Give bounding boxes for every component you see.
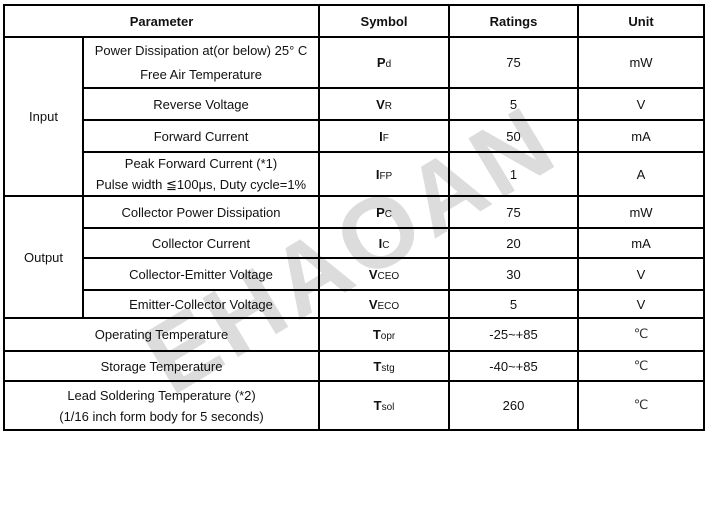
rating-cell: 20 [448, 227, 580, 259]
symbol-cell: Tsol [318, 380, 451, 431]
unit-cell: ℃ [577, 380, 706, 431]
param-cell: Peak Forward Current (*1) Pulse width ≦1… [81, 151, 321, 197]
param-line-2: (1/16 inch form body for 5 seconds) [59, 408, 264, 424]
unit-cell: V [577, 257, 706, 291]
symbol-subscript: FP [379, 170, 393, 182]
param-cell: Collector-Emitter Voltage [81, 257, 321, 291]
symbol-subscript: opr [380, 331, 396, 342]
rating-cell: -40~+85 [448, 350, 580, 382]
rating-cell: 260 [448, 380, 580, 431]
rating-cell: 30 [448, 257, 580, 291]
table-row: Reverse Voltage VR 5 V [4, 87, 706, 121]
rating-cell: 5 [448, 87, 580, 121]
unit-cell: mA [577, 227, 706, 259]
param-cell: Collector Power Dissipation [81, 195, 321, 229]
rating-cell: 75 [448, 195, 580, 229]
rating-cell: 50 [448, 119, 580, 153]
table-row: Output Collector Power Dissipation PC 75… [3, 195, 706, 319]
table-row: Input Power Dissipation at(or below) 25°… [3, 36, 706, 197]
param-cell: Forward Current [81, 119, 321, 153]
symbol-main: T [372, 327, 381, 342]
symbol-subscript: F [382, 132, 389, 144]
param-line-1: Lead Soldering Temperature (*2) [67, 387, 256, 403]
symbol-cell: IFP [318, 151, 451, 197]
symbol-cell: IF [318, 119, 451, 153]
table-row: Storage Temperature Tstg -40~+85 ℃ [2, 350, 706, 382]
unit-cell: V [577, 87, 706, 121]
symbol-subscript: C [384, 208, 392, 220]
param-line-1: Peak Forward Current (*1) [124, 156, 278, 171]
symbol-cell: VR [318, 87, 451, 121]
unit-cell: ℃ [577, 317, 706, 352]
symbol-main: T [373, 398, 382, 413]
symbol-subscript: R [384, 100, 392, 112]
table-row: Operating Temperature Topr -25~+85 ℃ [2, 317, 706, 352]
param-cell: Emitter-Collector Voltage [81, 289, 321, 319]
param-line-1: Power Dissipation at(or below) 25° C [94, 42, 308, 58]
unit-cell: mW [577, 195, 706, 229]
column-header-symbol: Symbol [318, 4, 451, 38]
group-label-output: Output [3, 195, 84, 319]
symbol-subscript: d [385, 59, 392, 70]
ratings-table: Parameter Symbol Ratings Unit Input Powe… [2, 4, 706, 431]
symbol-main: P [376, 55, 386, 70]
symbol-cell: VCEO [318, 257, 451, 291]
symbol-subscript: sol [381, 402, 395, 413]
param-line-2: Free Air Temperature [140, 66, 262, 82]
table-row: Emitter-Collector Voltage VECO 5 V [4, 289, 706, 319]
param-cell: Lead Soldering Temperature (*2) (1/16 in… [2, 380, 321, 431]
param-cell: Reverse Voltage [81, 87, 321, 121]
symbol-main: I [379, 128, 383, 144]
table-row: Peak Forward Current (*1) Pulse width ≦1… [4, 151, 706, 197]
table-row: Collector-Emitter Voltage VCEO 30 V [4, 257, 706, 291]
symbol-subscript: CEO [377, 270, 400, 282]
symbol-cell: Pd [318, 36, 451, 89]
symbol-cell: PC [318, 195, 451, 229]
symbol-subscript: stg [381, 362, 395, 374]
symbol-cell: Tstg [318, 350, 451, 382]
table-row: Forward Current IF 50 mA [4, 119, 706, 153]
symbol-main: V [376, 96, 385, 112]
param-line-2: Pulse width ≦100μs, Duty cycle=1% [95, 177, 307, 192]
column-header-parameter: Parameter [2, 4, 321, 38]
rating-cell: 5 [448, 289, 580, 319]
param-cell: Operating Temperature [2, 317, 321, 352]
symbol-main: V [368, 296, 378, 312]
column-header-ratings: Ratings [448, 4, 580, 38]
unit-cell: V [577, 289, 706, 319]
symbol-cell: IC [318, 227, 451, 259]
symbol-subscript: ECO [377, 300, 400, 312]
rating-cell: 75 [448, 36, 580, 89]
rating-cell: 1 [448, 151, 580, 197]
table-row: Lead Soldering Temperature (*2) (1/16 in… [2, 380, 706, 431]
rating-cell: -25~+85 [448, 317, 580, 352]
group-label-input: Input [3, 36, 84, 197]
param-cell: Storage Temperature [2, 350, 321, 382]
param-cell: Collector Current [81, 227, 321, 259]
symbol-cell: VECO [318, 289, 451, 319]
symbol-cell: Topr [318, 317, 451, 352]
param-cell: Power Dissipation at(or below) 25° C Fre… [81, 36, 321, 89]
unit-cell: mA [577, 119, 706, 153]
symbol-subscript: C [382, 239, 390, 251]
symbol-main: I [375, 166, 380, 182]
symbol-main: T [373, 358, 382, 374]
unit-cell: ℃ [577, 350, 706, 382]
symbol-main: I [378, 235, 383, 251]
table-header-row: Parameter Symbol Ratings Unit [2, 4, 706, 38]
symbol-main: P [376, 204, 385, 220]
unit-cell: mW [577, 36, 706, 89]
unit-cell: A [577, 151, 706, 197]
table-row: Collector Current IC 20 mA [4, 227, 706, 259]
column-header-unit: Unit [577, 4, 706, 38]
symbol-main: V [368, 266, 378, 282]
